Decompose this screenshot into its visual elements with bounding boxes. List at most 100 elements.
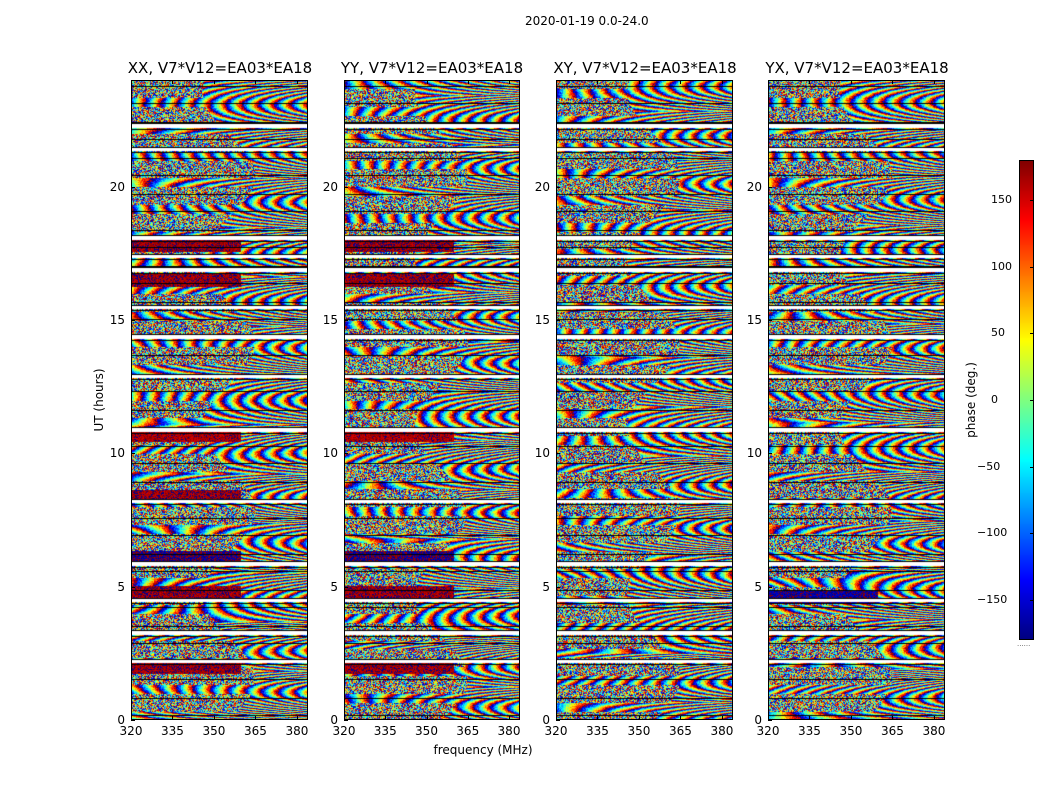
x-tick-mark-yy bbox=[467, 716, 469, 720]
x-tick-mark-yy bbox=[385, 716, 387, 720]
x-tick-mark-yy bbox=[509, 716, 510, 720]
x-tick-mark-xy bbox=[680, 80, 682, 84]
colorbar-tick-mark bbox=[1030, 200, 1034, 201]
y-tick-mark-yy bbox=[344, 186, 348, 188]
x-tick-label-yx: 380 bbox=[922, 724, 946, 738]
x-tick-mark-xx bbox=[131, 716, 132, 720]
x-tick-label-xy: 365 bbox=[669, 724, 692, 738]
y-tick-mark-yy bbox=[344, 720, 348, 721]
y-tick-label-yx: 20 bbox=[746, 179, 762, 194]
x-tick-mark-xx bbox=[255, 716, 257, 720]
x-tick-label-yy: 380 bbox=[497, 724, 521, 738]
x-tick-label-yx: 350 bbox=[839, 724, 863, 738]
x-tick-mark-yx bbox=[768, 716, 769, 720]
colorbar-tick-label: −100 bbox=[977, 526, 1008, 540]
y-tick-label-xx: 0 bbox=[117, 713, 125, 727]
x-tick-mark-xy bbox=[721, 716, 723, 720]
y-tick-label-xy: 5 bbox=[542, 579, 550, 594]
x-tick-mark-yy bbox=[385, 80, 387, 84]
x-tick-label-xx: 350 bbox=[202, 724, 226, 738]
x-tick-label-yx: 335 bbox=[798, 724, 821, 738]
colorbar-tick-mark bbox=[1030, 533, 1034, 535]
heatmap-plot-xy bbox=[556, 80, 733, 720]
x-tick-mark-yx bbox=[768, 80, 769, 84]
y-tick-label-xx: 15 bbox=[109, 313, 125, 327]
heatmap-plot-yx bbox=[768, 80, 945, 720]
panel-title-xy: XY, V7*V12=EA03*EA18 bbox=[553, 59, 737, 77]
x-tick-mark-yy bbox=[467, 80, 469, 84]
x-tick-label-yy: 365 bbox=[456, 724, 480, 738]
x-tick-mark-xy bbox=[638, 716, 640, 720]
x-tick-label-yy: 320 bbox=[332, 724, 356, 738]
y-axis-label: UT (hours) bbox=[92, 368, 106, 432]
x-tick-mark-xy bbox=[597, 716, 599, 720]
x-tick-label-yx: 320 bbox=[756, 724, 780, 738]
y-tick-mark-xx bbox=[131, 586, 135, 588]
y-tick-mark-xy bbox=[556, 186, 560, 188]
colorbar-tick-mark bbox=[1030, 266, 1034, 268]
y-tick-label-yy: 0 bbox=[330, 713, 338, 727]
y-tick-mark-yx bbox=[768, 586, 772, 588]
x-tick-label-xy: 380 bbox=[710, 724, 734, 738]
y-tick-mark-yx bbox=[768, 720, 772, 721]
x-tick-mark-xy bbox=[597, 80, 599, 84]
x-tick-label-yy: 350 bbox=[415, 724, 438, 738]
y-tick-mark-yx bbox=[768, 186, 772, 188]
x-tick-mark-yy bbox=[344, 80, 345, 84]
colorbar-tick-label: 50 bbox=[991, 326, 1005, 340]
x-tick-mark-xx bbox=[131, 80, 132, 84]
colorbar-note: ...... bbox=[1017, 640, 1031, 648]
x-tick-mark-yy bbox=[426, 716, 428, 720]
y-tick-mark-xx bbox=[131, 720, 135, 721]
y-tick-mark-yx bbox=[768, 320, 772, 321]
x-tick-mark-xx bbox=[296, 716, 298, 720]
heatmap-plot-yy bbox=[344, 80, 520, 720]
colorbar-tick-label: 0 bbox=[991, 393, 998, 406]
heatmap-plot-xx bbox=[131, 80, 308, 720]
x-tick-label-xx: 320 bbox=[119, 724, 143, 738]
y-tick-label-yx: 15 bbox=[746, 313, 762, 327]
colorbar-tick-label: −50 bbox=[977, 459, 1001, 473]
y-tick-label-xy: 15 bbox=[534, 313, 550, 327]
x-tick-mark-xx bbox=[213, 80, 215, 84]
x-tick-mark-yx bbox=[809, 80, 811, 84]
x-tick-mark-yx bbox=[892, 80, 894, 84]
y-tick-label-xx: 5 bbox=[117, 579, 125, 594]
y-tick-mark-xy bbox=[556, 320, 560, 321]
colorbar bbox=[1019, 160, 1034, 640]
colorbar-tick-mark bbox=[1030, 466, 1034, 468]
y-tick-mark-xx bbox=[131, 453, 135, 455]
x-tick-mark-yy bbox=[344, 716, 345, 720]
figure-suptitle: 2020-01-19 0.0-24.0 bbox=[525, 14, 649, 28]
y-tick-mark-yx bbox=[768, 453, 772, 455]
y-tick-mark-xx bbox=[131, 320, 135, 321]
x-tick-label-xy: 350 bbox=[627, 724, 651, 738]
x-tick-label-xx: 365 bbox=[244, 724, 267, 738]
y-tick-label-xx: 10 bbox=[109, 446, 125, 461]
x-tick-mark-xy bbox=[721, 80, 723, 84]
y-tick-mark-xy bbox=[556, 720, 560, 721]
x-tick-label-yx: 365 bbox=[881, 724, 904, 738]
x-tick-mark-xx bbox=[255, 80, 257, 84]
x-tick-mark-xy bbox=[556, 80, 557, 84]
colorbar-tick-label: 100 bbox=[991, 259, 1012, 273]
x-tick-mark-xx bbox=[172, 80, 174, 84]
x-tick-mark-xy bbox=[680, 716, 682, 720]
y-tick-label-yx: 5 bbox=[754, 579, 762, 594]
x-tick-mark-yx bbox=[850, 716, 852, 720]
colorbar-label: phase (deg.) bbox=[964, 362, 978, 438]
y-tick-label-xy: 10 bbox=[534, 446, 550, 461]
colorbar-tick-mark bbox=[1030, 600, 1034, 601]
y-tick-label-yx: 10 bbox=[746, 446, 762, 461]
colorbar-tick-mark bbox=[1030, 333, 1034, 335]
colorbar-tick-label: −150 bbox=[977, 593, 1008, 606]
y-tick-mark-yy bbox=[344, 586, 348, 588]
x-tick-mark-xy bbox=[638, 80, 640, 84]
x-tick-mark-yx bbox=[850, 80, 852, 84]
panel-title-xx: XX, V7*V12=EA03*EA18 bbox=[127, 59, 313, 77]
x-tick-mark-yy bbox=[426, 80, 428, 84]
y-tick-mark-yy bbox=[344, 453, 348, 455]
x-tick-label-yy: 335 bbox=[373, 724, 397, 738]
x-tick-mark-yx bbox=[809, 716, 811, 720]
